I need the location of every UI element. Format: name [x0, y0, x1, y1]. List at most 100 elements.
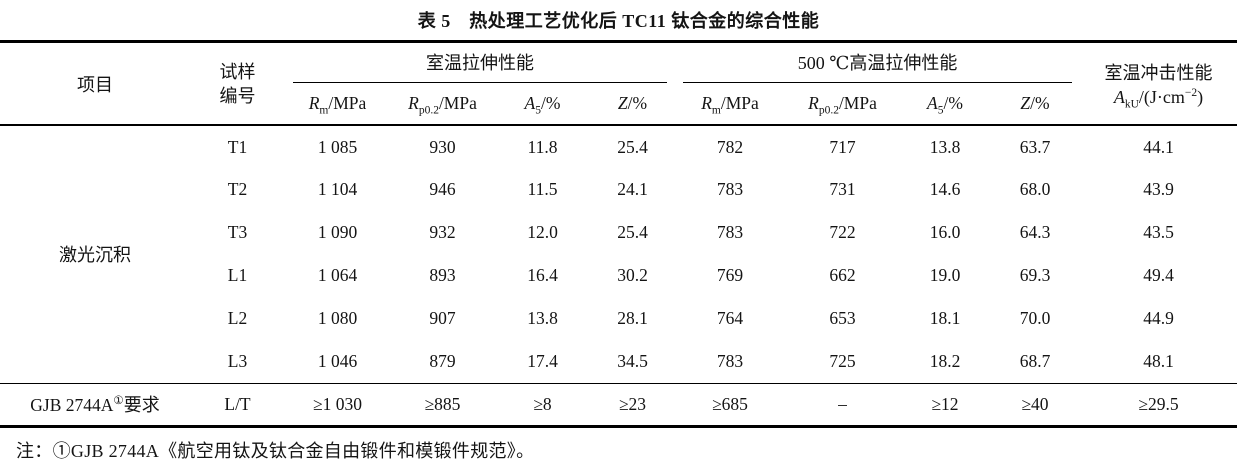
table-cell: 725	[829, 350, 856, 371]
table-cell: 731	[829, 179, 856, 199]
group-header-500c-tensile: 500 ℃高温拉伸性能	[675, 42, 1080, 83]
table-cell: 17.4	[527, 350, 558, 371]
table-cell: 24.1	[617, 179, 648, 199]
table-body: 激光沉积 T1 1 085 930 11.8 25.4 782 717 13.8…	[0, 125, 1237, 426]
table-cell: 717	[829, 136, 856, 157]
table-cell: –	[785, 382, 900, 426]
table-cell: ≥29.5	[1080, 382, 1237, 426]
performance-table: 项目 试样编号 室温拉伸性能 500 ℃高温拉伸性能 室温冲击性能 AkU/(J…	[0, 40, 1237, 428]
table-title: 表 5 热处理工艺优化后 TC11 钛合金的综合性能	[417, 11, 820, 31]
table-cell: 769	[716, 265, 744, 285]
col-header-rm-500c: Rm/MPa	[675, 83, 785, 126]
table-cell: 68.7	[1019, 350, 1051, 371]
table-cell: 764	[716, 308, 744, 328]
table-cell: 16.4	[527, 265, 558, 285]
impact-header-title: 室温冲击性能	[1104, 63, 1213, 83]
sample-id-cell: L1	[227, 265, 248, 285]
table-row-t2: T2 1 104 946 11.5 24.1 783 731 14.6 68.0…	[0, 168, 1237, 211]
table-cell: 48.1	[1143, 350, 1174, 371]
col-header-rp02-room: Rp0.2/MPa	[390, 83, 495, 126]
table-cell: 11.5	[527, 179, 558, 199]
sample-id-cell: L3	[227, 350, 248, 371]
table-cell: 44.9	[1143, 308, 1174, 328]
table-cell: 1 090	[317, 222, 358, 242]
table-cell: 43.9	[1143, 179, 1174, 199]
table-cell: ≥685	[675, 382, 785, 426]
col-header-z-room: Z/%	[590, 83, 675, 126]
table-cell: 25.4	[617, 136, 648, 157]
table-cell: 1 080	[317, 308, 358, 328]
table-row-requirement: GJB 2744A①要求 L/T ≥1 030 ≥885 ≥8 ≥23 ≥685…	[0, 382, 1237, 426]
table-cell: 1 085	[317, 136, 358, 157]
table-cell: ≥40	[990, 382, 1081, 426]
table-cell: ≥23	[590, 382, 675, 426]
table-cell: 783	[716, 350, 744, 371]
table-footnote: 注：①GJB 2744A《航空用钛及钛合金自由锻件和模锻件规范》。	[16, 440, 535, 461]
sample-header-line2: 编号	[219, 85, 256, 106]
table-row-l1: L1 1 064 893 16.4 30.2 769 662 19.0 69.3…	[0, 254, 1237, 297]
group-header-room-tensile: 室温拉伸性能	[285, 42, 675, 83]
table-row-l3: L3 1 046 879 17.4 34.5 783 725 18.2 68.7…	[0, 340, 1237, 383]
col-header-rp02-500c: Rp0.2/MPa	[785, 83, 900, 126]
table-cell: 49.4	[1143, 265, 1174, 285]
table-cell: 11.8	[527, 136, 558, 157]
group-label-laser-deposition: 激光沉积	[59, 245, 131, 266]
table-cell: 68.0	[1019, 179, 1051, 199]
sample-id-cell: T2	[227, 179, 248, 199]
table-cell: 43.5	[1143, 222, 1174, 242]
table-cell: ≥885	[390, 382, 495, 426]
table-cell: 946	[429, 179, 456, 199]
table-row-t3: T3 1 090 932 12.0 25.4 783 722 16.0 64.3…	[0, 211, 1237, 254]
table-cell: 30.2	[617, 265, 648, 285]
col-header-a5-500c: A5/%	[900, 83, 990, 126]
table-cell: 1 046	[317, 350, 358, 371]
table-cell: 893	[429, 265, 456, 285]
table-header: 项目 试样编号 室温拉伸性能 500 ℃高温拉伸性能 室温冲击性能 AkU/(J…	[0, 41, 1237, 126]
footnote-marker: ①	[113, 395, 124, 408]
col-header-a5-room: A5/%	[495, 83, 590, 126]
table-cell: 1 064	[317, 265, 358, 285]
impact-header-formula: AkU/(J·cm−2)	[1113, 87, 1204, 111]
table-cell: 662	[829, 265, 856, 285]
table-cell: 44.1	[1143, 136, 1174, 157]
col-header-z-500c: Z/%	[990, 83, 1081, 126]
col-header-sample-id: 试样 编号	[190, 41, 285, 126]
table-cell: 14.6	[929, 179, 961, 199]
sample-id-cell: T1	[227, 136, 248, 157]
sample-header-line1: 试样	[219, 61, 256, 82]
col-header-impact: 室温冲击性能 AkU/(J·cm−2)	[1080, 41, 1237, 126]
table-cell: 12.0	[527, 222, 558, 242]
table-cell: 782	[716, 136, 744, 157]
table-cell: 932	[429, 222, 456, 242]
table-cell: 16.0	[929, 222, 961, 242]
table-cell: ≥12	[900, 382, 990, 426]
table-cell: 70.0	[1019, 308, 1051, 328]
table-cell: 64.3	[1019, 222, 1051, 242]
col-header-item: 项目	[0, 41, 190, 126]
table-cell: 13.8	[527, 308, 558, 328]
table-cell: 19.0	[929, 265, 961, 285]
table-cell: 18.2	[929, 350, 961, 371]
col-header-rm-room: Rm/MPa	[285, 83, 390, 126]
sample-id-cell: L/T	[190, 382, 285, 426]
table-cell: ≥1 030	[285, 382, 390, 426]
table-row-l2: L2 1 080 907 13.8 28.1 764 653 18.1 70.0…	[0, 297, 1237, 340]
table-cell: 907	[429, 308, 456, 328]
table-cell: 13.8	[929, 136, 961, 157]
header-row-groups: 项目 试样编号 室温拉伸性能 500 ℃高温拉伸性能 室温冲击性能 AkU/(J…	[0, 41, 1237, 126]
table-cell: 69.3	[1019, 265, 1051, 285]
table-cell: 25.4	[617, 222, 648, 242]
table-cell: 1 104	[317, 179, 358, 199]
requirement-label: GJB 2744A①要求	[0, 382, 190, 426]
header-row-subcols: Rm/MPa Rp0.2/MPa A5/% Z/% Rm/MPa Rp0.2/M…	[0, 83, 1237, 126]
table-cell: 783	[716, 179, 744, 199]
table-cell: 63.7	[1019, 136, 1051, 157]
sample-id-cell: T3	[227, 222, 248, 242]
table-cell: 28.1	[617, 308, 648, 328]
table-cell: ≥8	[495, 382, 590, 426]
table-cell: 930	[429, 136, 456, 157]
table-cell: 653	[829, 308, 856, 328]
table-cell: 34.5	[617, 350, 648, 371]
table-cell: 879	[429, 350, 456, 371]
